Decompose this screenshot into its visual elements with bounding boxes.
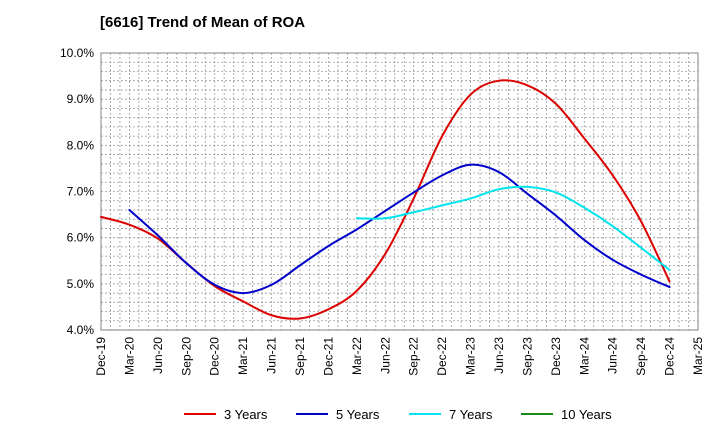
x-tick-label: Mar-25 [691,337,705,375]
x-tick-label: Dec-19 [94,337,108,376]
grid-layer [101,53,698,330]
x-tick-label: Jun-23 [492,337,506,374]
x-tick-label: Sep-20 [179,337,193,376]
x-tick-label: Dec-20 [208,337,222,376]
y-axis-ticks: 4.0% 5.0% 6.0% 7.0% 8.0% 9.0% 10.0% [60,46,94,337]
plot-frame [100,52,699,331]
x-tick-label: Sep-22 [407,337,421,376]
chart-title: [6616] Trend of Mean of ROA [100,14,306,31]
x-tick-label: Dec-21 [321,337,335,376]
x-tick-label: Sep-24 [634,337,648,376]
y-tick-label: 10.0% [60,46,94,60]
x-tick-label: Jun-21 [265,337,279,374]
x-tick-label: Dec-23 [549,337,563,376]
y-tick-label: 4.0% [67,323,95,337]
series-line-5-years [128,163,671,295]
y-tick-label: 7.0% [67,185,95,199]
legend-label-10-years: 10 Years [561,407,612,422]
legend-label-3-years: 3 Years [224,407,268,422]
series-line-7-years [355,185,671,271]
legend-label-5-years: 5 Years [336,407,380,422]
x-tick-label: Dec-22 [435,337,449,376]
x-tick-label: Mar-20 [122,337,136,375]
legend-label-7-years: 7 Years [449,407,493,422]
x-tick-label: Mar-23 [464,337,478,375]
y-tick-label: 5.0% [67,277,95,291]
x-tick-label: Jun-20 [151,337,165,374]
x-tick-label: Jun-22 [378,337,392,374]
x-tick-label: Mar-21 [236,337,250,375]
legend: 3 Years 5 Years 7 Years 10 Years [184,407,612,422]
x-tick-label: Mar-22 [350,337,364,375]
x-tick-label: Sep-21 [293,337,307,376]
x-tick-label: Sep-23 [520,337,534,376]
x-tick-label: Mar-24 [577,337,591,375]
x-tick-label: Dec-24 [663,337,677,376]
y-tick-label: 9.0% [67,92,95,106]
y-tick-label: 8.0% [67,138,95,152]
series-layer [100,79,671,320]
y-tick-label: 6.0% [67,231,95,245]
x-axis-ticks: Dec-19 Mar-20 Jun-20 Sep-20 Dec-20 Mar-21 Jun-… [94,337,705,376]
x-tick-label: Jun-24 [606,337,620,374]
